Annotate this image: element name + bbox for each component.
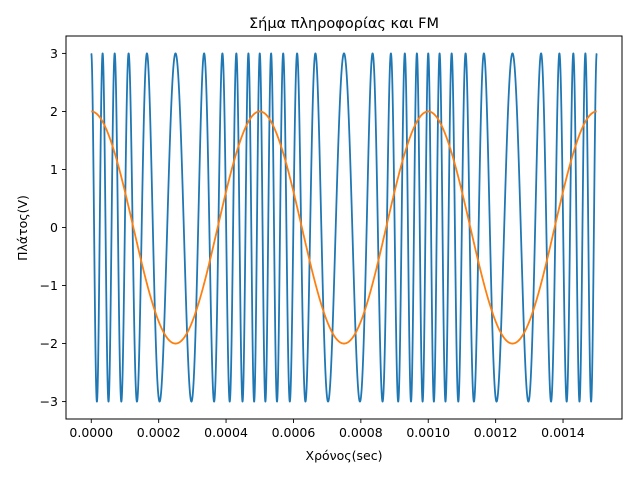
x-tick-label: 0.0006 xyxy=(272,425,316,440)
y-tick-label: 3 xyxy=(50,46,58,61)
x-tick-label: 0.0004 xyxy=(204,425,248,440)
y-tick-label: −3 xyxy=(40,394,58,409)
y-axis: −3 −2 −1 0 1 2 3 xyxy=(40,46,66,409)
x-axis: 0.0000 0.0002 0.0004 0.0006 0.0008 0.0010 0.00… xyxy=(69,419,585,440)
y-tick-label: −1 xyxy=(40,278,58,293)
x-tick-label: 0.0012 xyxy=(474,425,518,440)
x-tick-label: 0.0010 xyxy=(406,425,450,440)
chart-title: Σήμα πληροφορίας και FM xyxy=(249,16,439,32)
y-tick-label: 2 xyxy=(50,104,58,119)
fm-signal-line xyxy=(90,52,598,403)
x-axis-label: Χρόνος(sec) xyxy=(306,448,383,463)
message-signal-line xyxy=(90,110,598,345)
y-axis-label: Πλάτος(V) xyxy=(15,195,30,261)
x-tick-label: 0.0002 xyxy=(137,425,181,440)
y-tick-label: 0 xyxy=(50,220,58,235)
y-tick-label: 1 xyxy=(50,162,58,177)
x-tick-label: 0.0008 xyxy=(339,425,383,440)
x-tick-label: 0.0014 xyxy=(541,425,585,440)
y-tick-label: −2 xyxy=(40,336,58,351)
series-layer xyxy=(90,52,598,403)
x-tick-label: 0.0000 xyxy=(69,425,113,440)
